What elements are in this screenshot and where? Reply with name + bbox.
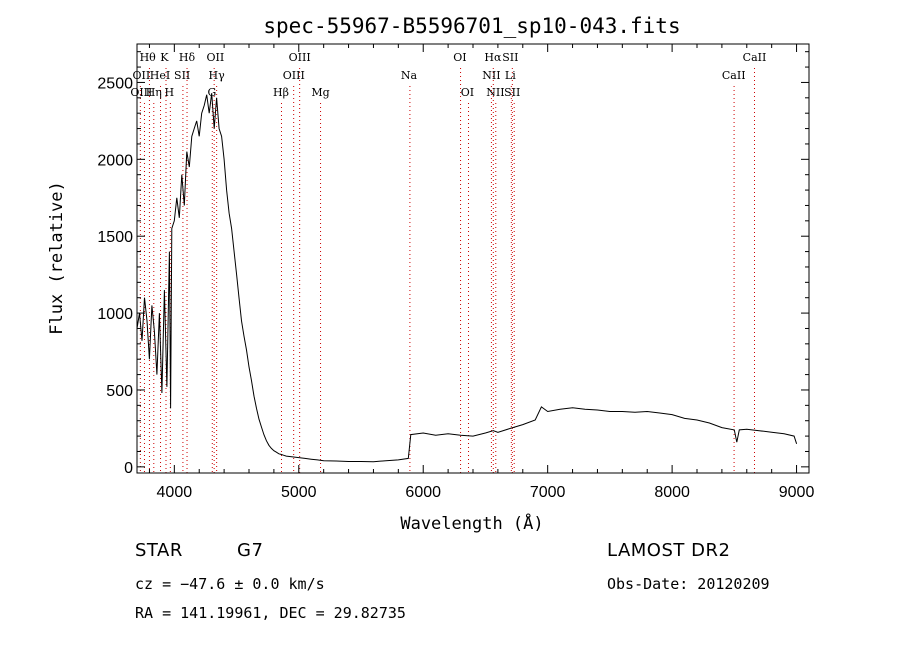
- x-tick-label: 4000: [157, 484, 193, 501]
- object-class: STAR: [135, 540, 183, 561]
- redshift-cz: cz = −47.6 ± 0.0 km/s: [135, 575, 325, 593]
- spectral-line-label: K: [160, 51, 169, 64]
- spectral-line-label: OI: [461, 86, 474, 99]
- plot-frame: [136, 43, 810, 474]
- spectral-line-label: OI: [453, 51, 466, 64]
- spectral-line-label: G: [208, 86, 217, 99]
- spectral-line-label: SII: [502, 51, 518, 64]
- y-tick-label: 1000: [97, 306, 133, 323]
- spectral-line-label: SII: [504, 86, 520, 99]
- y-axis-ticks: 0 500 1000 1500 2000 2500: [97, 51, 809, 477]
- y-tick-label: 2000: [97, 152, 133, 169]
- line-markers: [139, 68, 755, 473]
- spectral-line-label: Hη: [146, 86, 162, 99]
- spectral-line-label: Hδ: [179, 51, 196, 64]
- spectral-line-label: CaII: [722, 69, 746, 82]
- spectral-line-label: NII: [482, 69, 500, 82]
- spectral-line-label: CaII: [743, 51, 767, 64]
- chart-title: spec-55967-B5596701_sp10-043.fits: [263, 14, 680, 38]
- spectral-line-label: Li: [505, 69, 516, 82]
- x-tick-label: 5000: [281, 484, 317, 501]
- x-axis-label: Wavelength (Å): [400, 512, 543, 534]
- x-tick-label: 9000: [779, 484, 815, 501]
- survey-name: LAMOST DR2: [607, 540, 731, 561]
- ra-dec: RA = 141.19961, DEC = 29.82735: [135, 604, 406, 622]
- y-tick-label: 1500: [97, 229, 133, 246]
- spectral-line-label: Hα: [484, 51, 502, 64]
- y-tick-label: 2500: [97, 75, 133, 92]
- y-axis-label: Flux (relative): [47, 181, 67, 335]
- spectral-line-label: Hθ: [140, 51, 157, 64]
- y-tick-label: 0: [124, 460, 133, 477]
- spectral-line-label: HeI: [150, 69, 170, 82]
- spectral-line-label: Na: [401, 69, 418, 82]
- obs-date: Obs-Date: 20120209: [607, 575, 770, 593]
- y-tick-label: 500: [106, 383, 133, 400]
- spectral-line-label: OII: [207, 51, 225, 64]
- spectral-line-label: Hγ: [209, 69, 226, 82]
- spectrum-line: [136, 93, 798, 463]
- spectral-line-label: OIII: [289, 51, 311, 64]
- spectral-line-label: OIII: [283, 69, 305, 82]
- spectral-line-label: OII: [132, 69, 150, 82]
- spectral-line-label: H: [165, 86, 175, 99]
- spectral-line-label: Hβ: [273, 86, 289, 99]
- x-axis-ticks: 4000 5000 6000 7000 8000 9000: [148, 44, 815, 501]
- spectral-line-label: OIII: [130, 86, 152, 99]
- spectral-line-label: SII: [174, 69, 190, 82]
- x-tick-label: 8000: [654, 484, 690, 501]
- spectral-line-label: NII: [486, 86, 504, 99]
- x-tick-label: 7000: [530, 484, 566, 501]
- x-tick-label: 6000: [405, 484, 441, 501]
- spectral-line-label: Mg: [311, 86, 329, 99]
- object-subclass: G7: [237, 540, 264, 561]
